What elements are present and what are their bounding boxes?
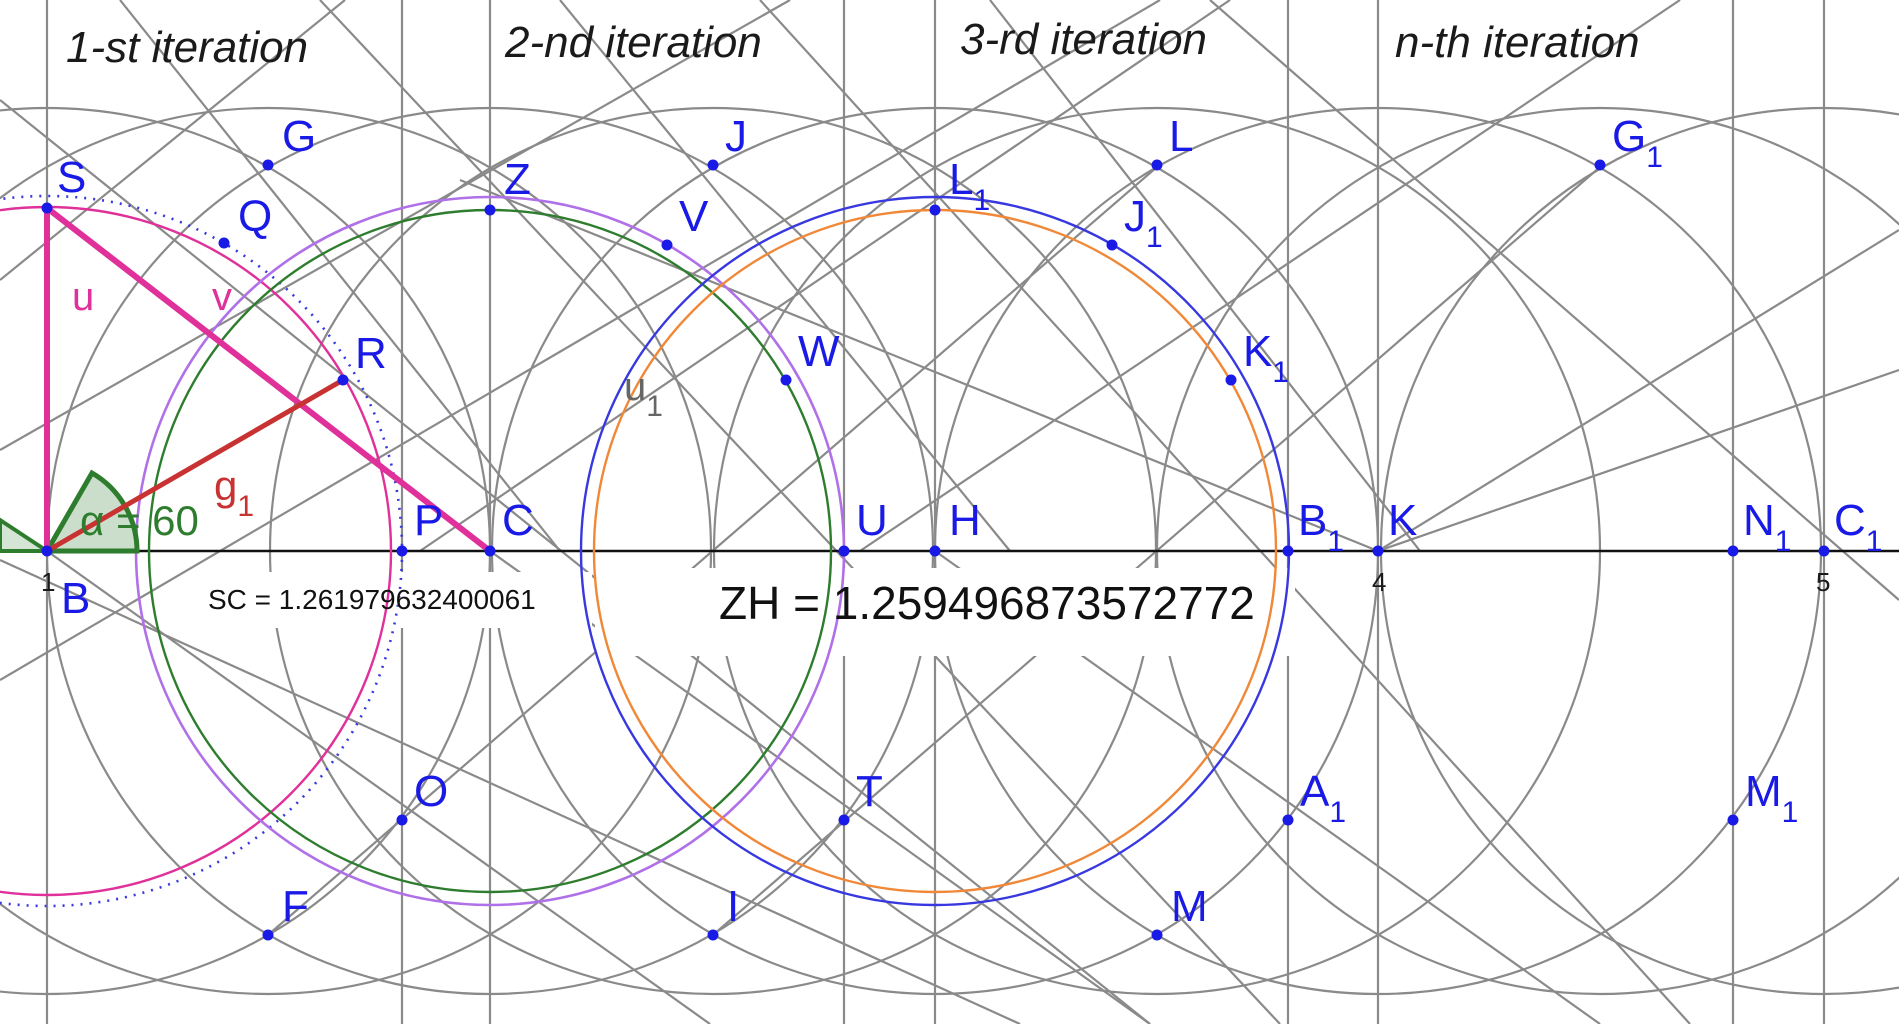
iteration-heading-2: 2-nd iteration (504, 18, 762, 67)
point-label-J: J (725, 112, 747, 161)
point-label-Z: Z (504, 155, 531, 204)
point-M1[interactable] (1727, 814, 1739, 826)
axis-tick-4: 4 (1372, 567, 1386, 597)
point-B[interactable] (41, 545, 53, 557)
diagonal-line (419, 0, 1231, 552)
point-L[interactable] (1151, 159, 1163, 171)
point-G1[interactable] (1594, 159, 1606, 171)
point-P[interactable] (396, 545, 408, 557)
point-C1[interactable] (1818, 545, 1830, 557)
point-label-H: H (949, 496, 981, 545)
diagonal-line (459, 178, 1379, 553)
point-label-O: O (414, 767, 448, 816)
point-Z[interactable] (484, 204, 496, 216)
point-label-K1: K1 (1243, 327, 1289, 389)
iteration-heading-1: 1-st iteration (66, 23, 308, 72)
point-H[interactable] (929, 545, 941, 557)
segment-g1 (45, 377, 345, 554)
axis-tick-5: 5 (1816, 567, 1830, 597)
point-label-T: T (856, 767, 883, 816)
point-V[interactable] (661, 239, 673, 251)
iteration-heading-3: 3-rd iteration (960, 15, 1207, 64)
diagonal-line (759, 0, 1691, 1024)
point-label-M: M (1171, 882, 1208, 931)
diagonal-line (319, 0, 1281, 1024)
diagonal-line (0, 0, 346, 281)
diagonal-line (0, 558, 1021, 1024)
point-A1[interactable] (1282, 814, 1294, 826)
point-T[interactable] (838, 814, 850, 826)
circle-u1-subscript: 1 (646, 390, 663, 423)
iteration-heading-n: n-th iteration (1395, 18, 1640, 67)
point-label-C: C (502, 496, 534, 545)
diagonal-line (0, 99, 1151, 1024)
diagonal-line (1377, 229, 1899, 552)
point-M[interactable] (1151, 929, 1163, 941)
measurement-zh: ZH = 1.259496873572772 (719, 577, 1255, 629)
point-label-P: P (414, 496, 443, 545)
point-label-G1: G1 (1612, 112, 1663, 174)
point-label-C1: C1 (1834, 496, 1882, 558)
measurement-sc: SC = 1.261979632400061 (208, 584, 536, 615)
point-L1[interactable] (929, 204, 941, 216)
diagonal-line (0, 0, 791, 451)
diagonal-line (989, 0, 1421, 552)
point-Q[interactable] (218, 237, 230, 249)
point-R[interactable] (337, 374, 349, 386)
point-N1[interactable] (1727, 545, 1739, 557)
segment-g1-label: g1 (214, 462, 254, 523)
point-label-A1: A1 (1300, 767, 1346, 829)
segment-g1-name: g (214, 462, 237, 509)
circle-u1-name: u (624, 365, 646, 409)
zh-label-background (595, 568, 1295, 656)
point-label-U: U (856, 496, 888, 545)
point-K1[interactable] (1225, 374, 1237, 386)
point-label-B: B (61, 574, 90, 623)
point-label-W: W (798, 327, 840, 376)
point-F[interactable] (262, 929, 274, 941)
segment-u-label: u (72, 275, 94, 319)
point-label-Q: Q (238, 192, 272, 241)
point-B1[interactable] (1282, 545, 1294, 557)
diagonal-line (859, 0, 1681, 552)
point-I[interactable] (707, 929, 719, 941)
diagonal-line (1377, 368, 1899, 553)
segment-v-label: v (212, 275, 232, 319)
point-label-I: I (727, 882, 739, 931)
point-label-B1: B1 (1298, 496, 1344, 558)
point-label-S: S (57, 153, 86, 202)
point-S[interactable] (41, 202, 53, 214)
point-label-J1: J1 (1124, 192, 1163, 254)
point-label-L: L (1169, 112, 1193, 161)
point-label-R: R (355, 329, 387, 378)
point-K[interactable] (1372, 545, 1384, 557)
point-C[interactable] (484, 545, 496, 557)
point-U[interactable] (838, 545, 850, 557)
point-label-V: V (679, 192, 709, 241)
point-label-F: F (282, 882, 309, 931)
point-label-M1: M1 (1745, 767, 1798, 829)
angle-sector-left (0, 517, 54, 553)
point-G[interactable] (262, 159, 274, 171)
diagonal-line (119, 0, 561, 552)
point-label-N1: N1 (1743, 496, 1791, 558)
point-O[interactable] (396, 814, 408, 826)
segment-g1-subscript: 1 (237, 490, 254, 523)
segment-v (45, 205, 492, 554)
diagonal-line (0, 0, 1161, 681)
point-J[interactable] (707, 159, 719, 171)
diagonal-line (1209, 0, 1899, 601)
point-label-K: K (1388, 496, 1417, 545)
angle-label: α = 60 (80, 497, 199, 544)
circle-u1-label: u1 (624, 365, 663, 423)
axis-tick-1: 1 (41, 567, 55, 597)
point-W[interactable] (780, 374, 792, 386)
point-J1[interactable] (1106, 239, 1118, 251)
point-label-G: G (282, 112, 316, 161)
diagonal-line (559, 0, 1011, 552)
point-label-L1: L1 (949, 155, 990, 217)
sc-label-background (196, 572, 592, 628)
